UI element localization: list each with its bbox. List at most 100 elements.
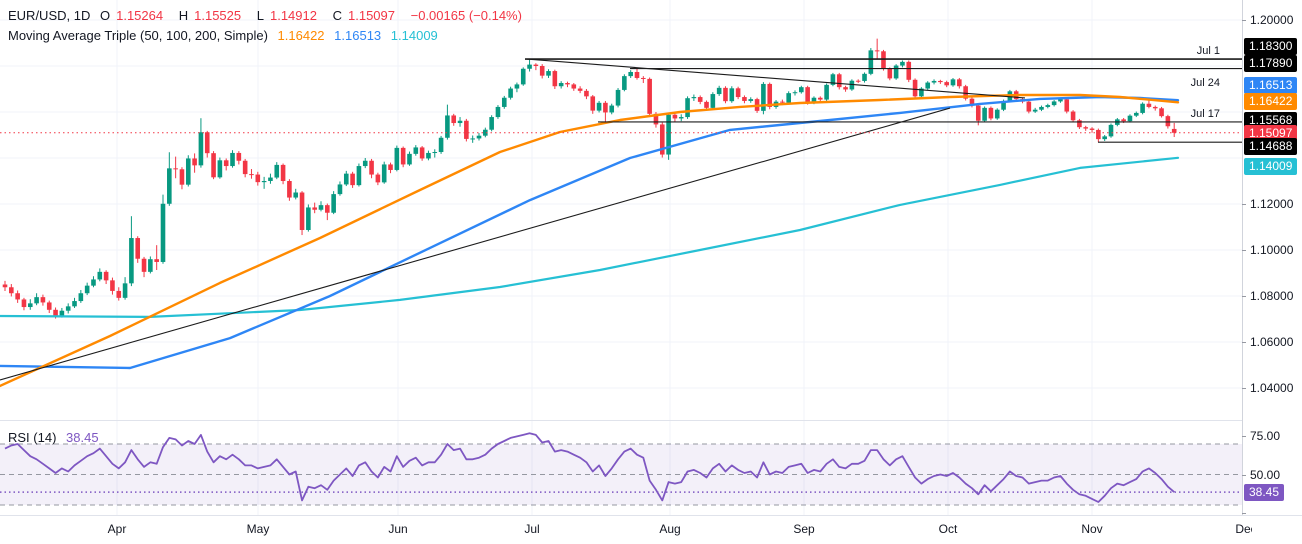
candle-body — [293, 192, 299, 198]
candle-body — [849, 80, 855, 90]
ray-date-label: Jul 17 — [1190, 107, 1220, 120]
candle-body — [944, 82, 949, 86]
price-axis-badge: 1.16422 — [1244, 92, 1298, 110]
time-axis-separator — [0, 515, 1302, 516]
candle-body — [129, 238, 134, 284]
candle-body — [413, 147, 419, 154]
candle-body — [426, 152, 431, 159]
candle-body — [994, 109, 1000, 119]
candle-body — [400, 147, 406, 165]
ma-line-50[interactable] — [0, 93, 1180, 388]
candle-body — [438, 137, 444, 153]
candle-body — [299, 192, 305, 230]
candle-body — [830, 74, 836, 85]
rsi-axis-label: 75.00 — [1250, 429, 1281, 444]
price-axis-label: 1.12000 — [1250, 197, 1294, 211]
candle-body — [78, 293, 84, 302]
candle-body — [647, 78, 652, 114]
price-axis-badge: 1.17890 — [1244, 54, 1298, 72]
ray-date-label: Jul 1 — [1196, 45, 1220, 58]
candle-body — [2, 284, 8, 288]
candle-body — [533, 64, 539, 66]
time-axis-scale[interactable]: Apr May Jun Jul Aug Sep Oct Nov Dec — [0, 516, 1252, 544]
rsi-pane-canvas[interactable] — [0, 421, 1242, 515]
candle-body — [325, 205, 330, 213]
price-axis-badge: 1.15568 — [1244, 111, 1298, 129]
month-label-sep: Sep — [793, 522, 815, 536]
candle-body — [792, 92, 798, 94]
ascending-trendline[interactable] — [0, 107, 951, 381]
price-axis-badge: 1.16513 — [1244, 76, 1298, 94]
candle-body — [577, 88, 583, 91]
candle-body — [716, 87, 722, 95]
price-axis-tick — [1242, 204, 1246, 205]
candle-body — [1001, 100, 1006, 110]
candle-body — [666, 114, 671, 155]
candle-body — [906, 61, 912, 80]
candle-body — [495, 106, 501, 118]
candle-body — [59, 310, 65, 316]
candle-body — [97, 271, 103, 280]
ma-indicator-title: Moving Average Triple (50, 100, 200, Sim… — [8, 28, 268, 43]
candle-body — [596, 102, 602, 111]
candle-body — [318, 205, 324, 210]
candle-body — [394, 147, 400, 170]
candle-body — [508, 88, 513, 98]
ma-line-100[interactable] — [0, 95, 1180, 370]
candle-body — [634, 71, 640, 78]
candle-body — [748, 99, 754, 101]
candle-body — [40, 297, 46, 303]
descending-trendline[interactable] — [526, 58, 1026, 99]
candle-body — [868, 50, 874, 74]
pane-separator[interactable] — [0, 420, 1302, 421]
price-axis-tick — [1242, 20, 1246, 21]
ray-date-label: Jul 24 — [1190, 76, 1220, 89]
candle-body — [103, 271, 109, 281]
price-axis-tick — [1242, 388, 1246, 389]
candle-body — [167, 168, 172, 204]
candle-body — [362, 160, 368, 167]
candle-body — [116, 290, 122, 298]
price-axis-badge: 1.14688 — [1244, 137, 1298, 155]
rsi-legend-row[interactable]: RSI (14) 38.45 — [8, 430, 99, 445]
rsi-indicator-title: RSI (14) — [8, 430, 57, 445]
candle-body — [192, 158, 197, 166]
candle-body — [489, 117, 494, 130]
candle-body — [874, 50, 880, 52]
candle-body — [217, 160, 223, 178]
candle-body — [255, 174, 261, 183]
candle-body — [1102, 136, 1107, 140]
rsi-line[interactable] — [4, 432, 1175, 503]
candle-body — [451, 115, 457, 124]
candle-body — [483, 129, 488, 136]
price-axis-label: 1.06000 — [1250, 335, 1294, 349]
month-label-may: May — [246, 522, 270, 536]
candle-body — [615, 89, 621, 106]
candle-body — [584, 90, 589, 97]
ma-legend-row[interactable]: Moving Average Triple (50, 100, 200, Sim… — [8, 26, 528, 46]
symbol-legend-row[interactable]: EUR/USD, 1D O 1.15264 H 1.15525 L 1.14912 C… — [8, 6, 528, 26]
candle-body — [287, 181, 292, 198]
candle-body — [963, 86, 968, 99]
price-pane-canvas[interactable] — [0, 0, 1242, 421]
candle-body — [381, 164, 387, 183]
candle-body — [91, 279, 96, 286]
rsi-axis-tick — [1242, 474, 1246, 476]
candle-body — [375, 174, 381, 183]
month-label-dec: Dec — [1235, 522, 1252, 536]
candle-body — [1108, 124, 1114, 137]
candle-body — [950, 79, 956, 86]
candle-body — [388, 164, 393, 170]
candle-body — [236, 152, 242, 161]
ma-line-200[interactable] — [0, 156, 1180, 318]
candle-body — [331, 194, 336, 213]
candle-body — [27, 303, 33, 308]
candle-body — [887, 68, 893, 79]
candle-body — [514, 84, 520, 89]
candle-body — [881, 51, 886, 69]
candle-body — [729, 88, 735, 102]
candle-body — [659, 124, 665, 155]
chart-legend[interactable]: EUR/USD, 1D O 1.15264 H 1.15525 L 1.14912 C… — [8, 6, 528, 46]
candle-body — [558, 83, 564, 87]
month-label-aug: Aug — [659, 522, 681, 536]
